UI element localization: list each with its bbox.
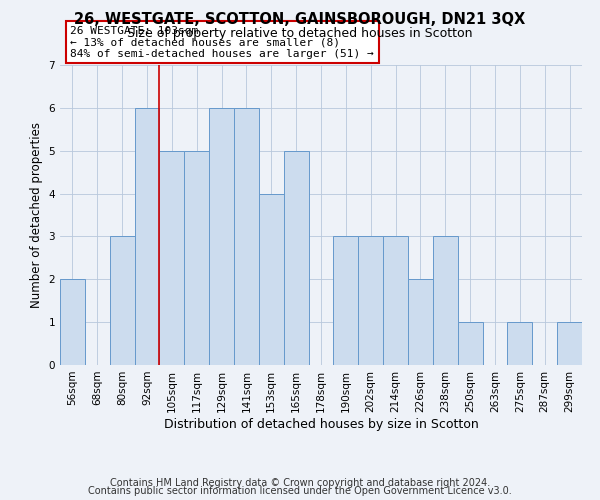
Bar — [358, 236, 383, 365]
Bar — [234, 108, 259, 365]
Y-axis label: Number of detached properties: Number of detached properties — [30, 122, 43, 308]
Bar — [284, 150, 308, 365]
Bar — [383, 236, 408, 365]
Bar — [184, 150, 209, 365]
Bar — [259, 194, 284, 365]
Text: Contains public sector information licensed under the Open Government Licence v3: Contains public sector information licen… — [88, 486, 512, 496]
X-axis label: Distribution of detached houses by size in Scotton: Distribution of detached houses by size … — [164, 418, 478, 430]
Bar — [508, 322, 532, 365]
Bar — [209, 108, 234, 365]
Text: 26, WESTGATE, SCOTTON, GAINSBOROUGH, DN21 3QX: 26, WESTGATE, SCOTTON, GAINSBOROUGH, DN2… — [74, 12, 526, 28]
Bar — [557, 322, 582, 365]
Text: Contains HM Land Registry data © Crown copyright and database right 2024.: Contains HM Land Registry data © Crown c… — [110, 478, 490, 488]
Bar — [110, 236, 134, 365]
Bar — [160, 150, 184, 365]
Bar — [334, 236, 358, 365]
Text: Size of property relative to detached houses in Scotton: Size of property relative to detached ho… — [127, 28, 473, 40]
Bar — [60, 280, 85, 365]
Bar — [433, 236, 458, 365]
Bar — [134, 108, 160, 365]
Text: 26 WESTGATE: 103sqm
← 13% of detached houses are smaller (8)
84% of semi-detache: 26 WESTGATE: 103sqm ← 13% of detached ho… — [70, 26, 374, 59]
Bar — [458, 322, 482, 365]
Bar — [408, 280, 433, 365]
